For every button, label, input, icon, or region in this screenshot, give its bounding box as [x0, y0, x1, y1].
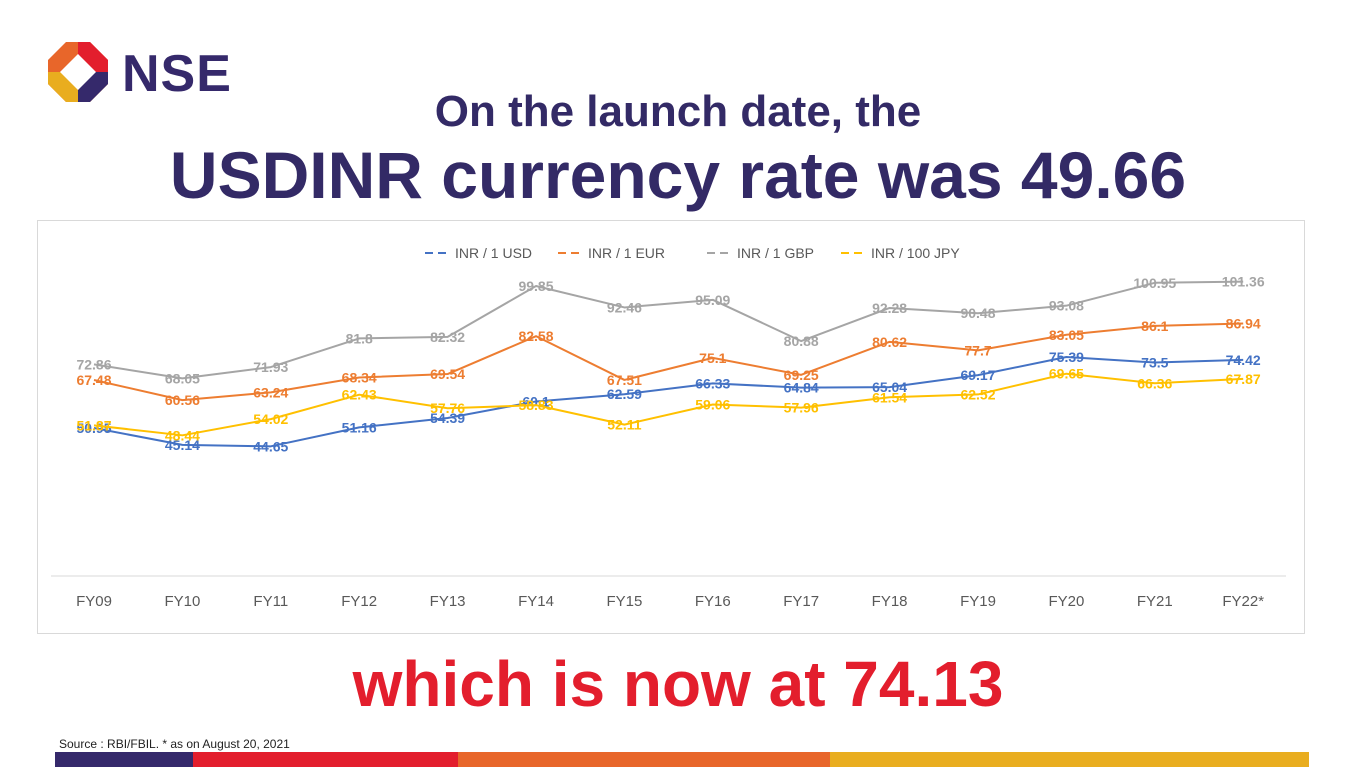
x-tick-label: FY11	[253, 593, 288, 610]
data-label: 57.96	[784, 400, 819, 416]
data-label: 66.36	[1137, 375, 1172, 391]
headline-line1: On the launch date, the	[434, 87, 922, 136]
data-label: 62.52	[960, 386, 995, 402]
strip-segment	[458, 752, 830, 767]
data-label: 82.58	[518, 328, 553, 344]
data-label: 95.09	[695, 292, 730, 308]
legend-label: INR / 100 JPY	[871, 245, 960, 261]
data-label: 66.33	[695, 375, 730, 391]
x-tick-label: FY12	[341, 593, 377, 610]
data-label: 100.95	[1133, 275, 1176, 291]
series-line	[93, 280, 1244, 380]
data-label: 51.87	[76, 417, 111, 433]
data-label: 48.44	[165, 427, 200, 443]
data-label: 75.39	[1049, 349, 1084, 365]
series-line	[93, 372, 1244, 437]
x-tick-label: FY16	[695, 593, 731, 610]
series-line	[93, 322, 1244, 402]
data-label: 73.5	[1141, 355, 1168, 371]
data-label: 80.88	[784, 333, 819, 349]
data-label: 60.56	[165, 392, 200, 408]
data-label: 92.28	[872, 300, 907, 316]
series-line	[93, 356, 1244, 448]
data-label: 83.05	[1049, 327, 1084, 343]
x-tick-label: FY17	[783, 593, 819, 610]
data-label: 62.59	[607, 386, 642, 402]
data-label: 59.06	[695, 396, 730, 412]
data-label: 52.11	[607, 417, 641, 433]
data-label: 69.65	[1049, 366, 1084, 382]
legend-label: INR / 1 GBP	[737, 245, 814, 261]
data-label: 69.54	[430, 366, 465, 382]
data-label: 75.1	[699, 350, 726, 366]
headline-line2: USDINR currency rate was 49.66	[169, 138, 1187, 212]
x-tick-label: FY22*	[1222, 593, 1264, 610]
strip-segment	[830, 752, 1309, 767]
data-label: 101.36	[1222, 274, 1265, 290]
legend-label: INR / 1 EUR	[588, 245, 665, 261]
data-label: 58.83	[518, 397, 553, 413]
strip-segment	[193, 752, 458, 767]
data-label: 69.17	[960, 367, 995, 383]
data-label: 67.87	[1226, 371, 1261, 387]
data-label: 65.04	[872, 379, 907, 395]
data-label: 74.42	[1226, 352, 1261, 368]
data-label: 99.85	[518, 278, 553, 294]
data-label: 61.54	[872, 389, 907, 405]
data-label: 51.16	[342, 419, 377, 435]
data-label: 81.8	[346, 330, 373, 346]
data-label: 82.32	[430, 329, 465, 345]
strip-segment	[55, 752, 193, 767]
data-label: 86.94	[1226, 315, 1261, 331]
chart-svg: FY09 FY10 FY11 FY12 FY13 FY14 FY15 FY16 FY17 FY18…	[51, 245, 1286, 610]
exchange-rate-chart: FY09 FY10 FY11 FY12 FY13 FY14 FY15 FY16 FY17 FY18…	[37, 220, 1305, 634]
x-tick-label: FY18	[872, 593, 908, 610]
x-tick-label: FY13	[430, 593, 466, 610]
data-label: 69.25	[784, 367, 819, 383]
data-label: 64.84	[784, 380, 819, 396]
data-label: 67.48	[76, 372, 111, 388]
data-label: 62.43	[342, 387, 377, 403]
x-tick-label: FY20	[1048, 593, 1084, 610]
current-rate-highlight: which is now at 74.13	[352, 648, 1004, 720]
x-tick-label: FY19	[960, 593, 996, 610]
data-label: 80.62	[872, 334, 907, 350]
data-label: 92.46	[607, 299, 642, 315]
data-label: 54.39	[430, 410, 465, 426]
source-note: Source : RBI/FBIL. * as on August 20, 20…	[59, 737, 290, 751]
data-label: 57.76	[430, 400, 465, 416]
data-label: 86.1	[1141, 318, 1168, 334]
legend-label: INR / 1 USD	[455, 245, 532, 261]
brand-color-strip	[55, 752, 1309, 767]
data-label: 67.51	[607, 372, 642, 388]
logo-text: NSE	[122, 45, 232, 103]
x-tick-label: FY15	[606, 593, 642, 610]
x-tick-label: FY21	[1137, 593, 1173, 610]
data-label: 71.93	[253, 359, 288, 375]
data-label: 63.24	[253, 384, 288, 400]
data-label: 90.48	[960, 305, 995, 321]
data-label: 68.34	[342, 370, 377, 386]
nse-logo: NSE	[46, 40, 236, 108]
data-label: 77.7	[964, 342, 991, 358]
x-tick-label: FY14	[518, 593, 554, 610]
data-label: 45.14	[165, 437, 200, 453]
data-label: 68.05	[165, 370, 200, 386]
nse-logo-mark-icon	[48, 42, 108, 102]
data-label: 44.65	[253, 438, 288, 454]
x-tick-label: FY10	[164, 593, 200, 610]
data-label: 50.95	[76, 420, 111, 436]
data-label: 93.08	[1049, 298, 1084, 314]
data-label: 54.02	[253, 411, 288, 427]
x-tick-label: FY09	[76, 593, 112, 610]
data-label: 72.86	[76, 356, 111, 372]
